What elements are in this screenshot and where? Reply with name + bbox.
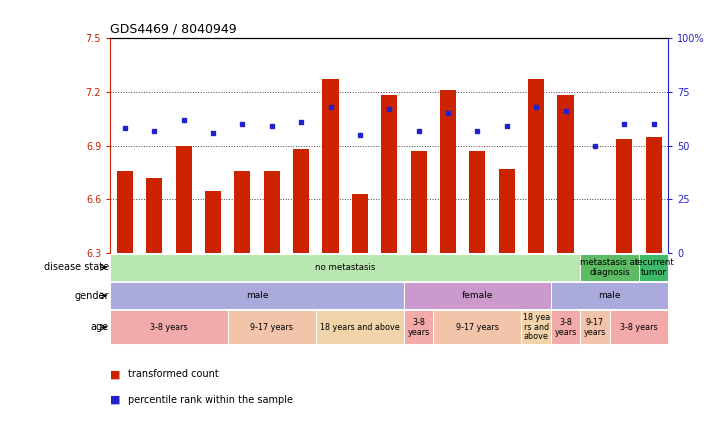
Bar: [146, 178, 162, 253]
Bar: [580, 254, 639, 281]
Text: 9-17 years: 9-17 years: [250, 323, 293, 332]
Bar: [228, 310, 316, 344]
Bar: [205, 190, 221, 253]
Text: ■: ■: [110, 369, 121, 379]
Text: male: male: [246, 291, 268, 300]
Text: metastasis at
diagnosis: metastasis at diagnosis: [580, 258, 638, 277]
Bar: [646, 137, 662, 253]
Bar: [469, 151, 486, 253]
Text: GDS4469 / 8040949: GDS4469 / 8040949: [110, 22, 237, 36]
Bar: [557, 96, 574, 253]
Bar: [616, 138, 632, 253]
Bar: [381, 96, 397, 253]
Text: percentile rank within the sample: percentile rank within the sample: [128, 395, 293, 405]
Text: female: female: [461, 291, 493, 300]
Text: 3-8
years: 3-8 years: [407, 318, 429, 337]
Bar: [639, 254, 668, 281]
Bar: [110, 282, 404, 309]
Bar: [498, 169, 515, 253]
Bar: [316, 310, 404, 344]
Text: recurrent
tumor: recurrent tumor: [634, 258, 673, 277]
Bar: [528, 80, 544, 253]
Bar: [117, 171, 133, 253]
Text: 18 yea
rs and
above: 18 yea rs and above: [523, 313, 550, 341]
Bar: [352, 194, 368, 253]
Text: gender: gender: [74, 291, 109, 301]
Text: ■: ■: [110, 395, 121, 405]
Bar: [264, 171, 280, 253]
Bar: [433, 310, 521, 344]
Bar: [176, 146, 192, 253]
Bar: [609, 310, 668, 344]
Bar: [410, 151, 427, 253]
Text: 3-8 years: 3-8 years: [150, 323, 188, 332]
Bar: [521, 310, 551, 344]
Bar: [235, 171, 250, 253]
Text: age: age: [90, 322, 109, 332]
Bar: [110, 310, 228, 344]
Text: 18 years and above: 18 years and above: [320, 323, 400, 332]
Bar: [551, 310, 580, 344]
Text: male: male: [599, 291, 621, 300]
Bar: [440, 90, 456, 253]
Bar: [323, 80, 338, 253]
Bar: [293, 149, 309, 253]
Text: transformed count: transformed count: [128, 369, 219, 379]
Text: 3-8
years: 3-8 years: [555, 318, 577, 337]
Bar: [404, 310, 433, 344]
Text: 9-17
years: 9-17 years: [584, 318, 606, 337]
Bar: [404, 282, 551, 309]
Bar: [580, 310, 609, 344]
Bar: [110, 254, 580, 281]
Text: disease state: disease state: [43, 262, 109, 272]
Text: no metastasis: no metastasis: [315, 263, 375, 272]
Text: 3-8 years: 3-8 years: [620, 323, 658, 332]
Text: 9-17 years: 9-17 years: [456, 323, 499, 332]
Bar: [551, 282, 668, 309]
